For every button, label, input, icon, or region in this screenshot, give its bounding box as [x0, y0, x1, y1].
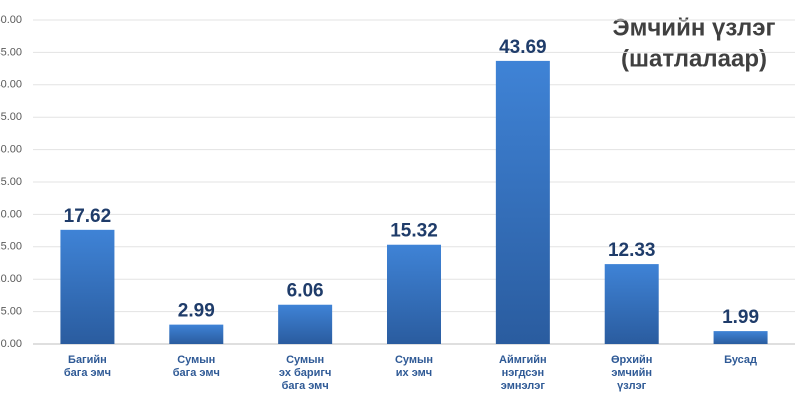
y-tick-label: 15.00	[0, 241, 22, 253]
y-tick-label: 40.00	[0, 79, 22, 91]
data-label: 43.69	[499, 37, 547, 58]
x-tick-label: эмчийн	[611, 367, 652, 379]
x-tick-label: Өрхийн	[611, 354, 652, 366]
data-label: 6.06	[287, 281, 324, 302]
x-tick-label: нэгдсэн	[502, 367, 545, 379]
x-tick-label: Сумын	[177, 354, 215, 366]
x-tick-label: бага эмч	[282, 380, 329, 392]
y-tick-label: 50.00	[0, 14, 22, 26]
data-label: 17.62	[64, 206, 112, 227]
bar	[60, 229, 115, 344]
data-label: 1.99	[722, 307, 759, 328]
x-tick-label: эх баригч	[279, 367, 331, 379]
x-tick-label: Сумын	[286, 354, 324, 366]
bar	[604, 264, 659, 344]
x-tick-label: Бусад	[724, 354, 757, 366]
y-tick-label: 10.00	[0, 273, 22, 285]
y-tick-label: 30.00	[0, 144, 22, 156]
bar	[387, 244, 441, 344]
x-tick-label: эмнэлэг	[501, 380, 546, 392]
bar	[169, 324, 224, 344]
y-tick-label: 25.00	[0, 176, 22, 188]
x-tick-label: Сумын	[395, 354, 433, 366]
bar	[278, 304, 333, 344]
x-tick-label: бага эмч	[64, 367, 111, 379]
y-tick-label: 5.00	[1, 306, 22, 318]
bar	[713, 331, 768, 344]
data-label: 15.32	[390, 221, 438, 242]
x-tick-label: Аймгийн	[499, 354, 547, 366]
bar	[495, 60, 550, 345]
chart-title: Эмчийн үзлэг	[613, 14, 776, 41]
x-tick-label: бага эмч	[173, 367, 220, 379]
y-tick-label: 45.00	[0, 46, 22, 58]
data-label: 2.99	[178, 301, 215, 322]
y-tick-label: 0.00	[1, 338, 22, 350]
x-tick-label: их эмч	[396, 367, 432, 379]
y-tick-label: 20.00	[0, 208, 22, 220]
x-tick-label: Багийн	[68, 354, 107, 366]
chart-title: (шатлалаар)	[621, 45, 767, 72]
x-tick-label: үзлэг	[617, 380, 647, 392]
data-label: 12.33	[608, 240, 656, 261]
y-tick-label: 35.00	[0, 111, 22, 123]
